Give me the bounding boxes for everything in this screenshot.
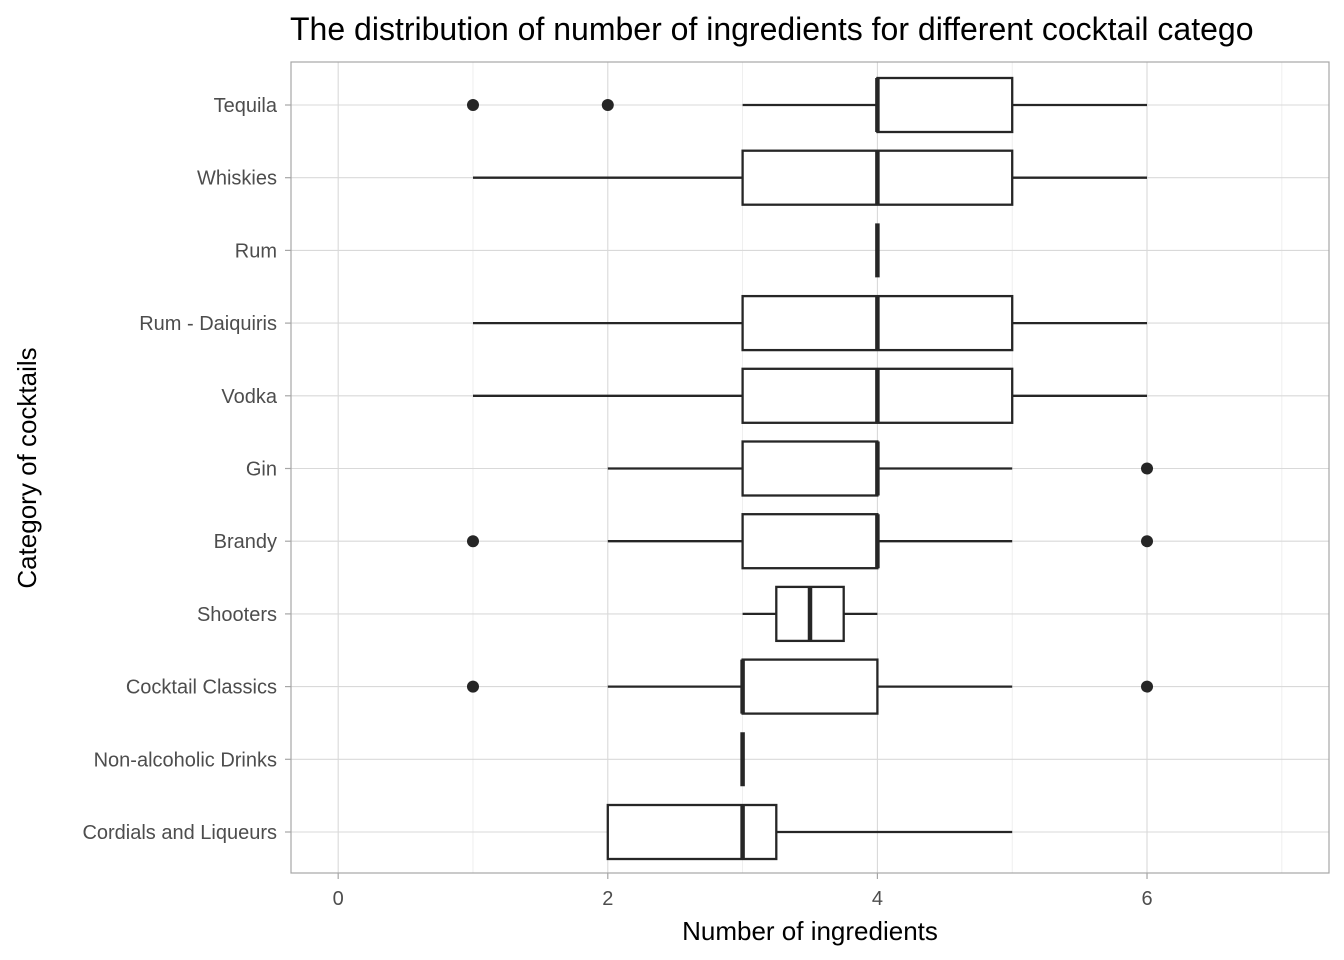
category-label: Rum	[235, 240, 277, 262]
category-label: Brandy	[214, 531, 277, 553]
category-label: Vodka	[221, 386, 277, 408]
category-label: Tequila	[214, 95, 278, 117]
box-iqr	[741, 658, 879, 715]
x-axis-title: Number of ingredients	[682, 916, 938, 946]
y-axis-title: Category of cocktails	[12, 347, 42, 588]
x-tick-label: 2	[602, 888, 613, 910]
outlier-point	[1141, 535, 1154, 548]
outlier-point	[466, 680, 479, 693]
category-label: Gin	[246, 459, 277, 481]
outlier-point	[1141, 680, 1154, 693]
box-iqr	[606, 803, 778, 861]
outlier-point	[466, 99, 479, 111]
category-label: Whiskies	[197, 168, 277, 190]
chart-title: The distribution of number of ingredient…	[290, 11, 1254, 47]
plot-panel-border	[290, 61, 1330, 874]
box-iqr	[741, 440, 879, 497]
category-label: Shooters	[197, 604, 277, 626]
outlier-point	[466, 535, 479, 548]
outlier-point	[1141, 462, 1154, 475]
category-label: Non-alcoholic Drinks	[94, 749, 277, 771]
box-iqr	[876, 76, 1014, 134]
category-label: Rum - Daiquiris	[139, 313, 277, 335]
x-tick-label: 0	[333, 888, 344, 910]
category-label: Cordials and Liqueurs	[82, 822, 277, 844]
category-label: Cocktail Classics	[126, 677, 277, 699]
x-tick-label: 6	[1141, 888, 1152, 910]
box-iqr	[741, 513, 879, 570]
outlier-point	[601, 99, 614, 111]
axes: 0 2 4 6 Tequila Whiskies Rum Rum - Daiquiris Vod…	[82, 95, 1152, 910]
boxplot-marks	[466, 76, 1154, 861]
x-tick-label: 4	[872, 888, 883, 910]
